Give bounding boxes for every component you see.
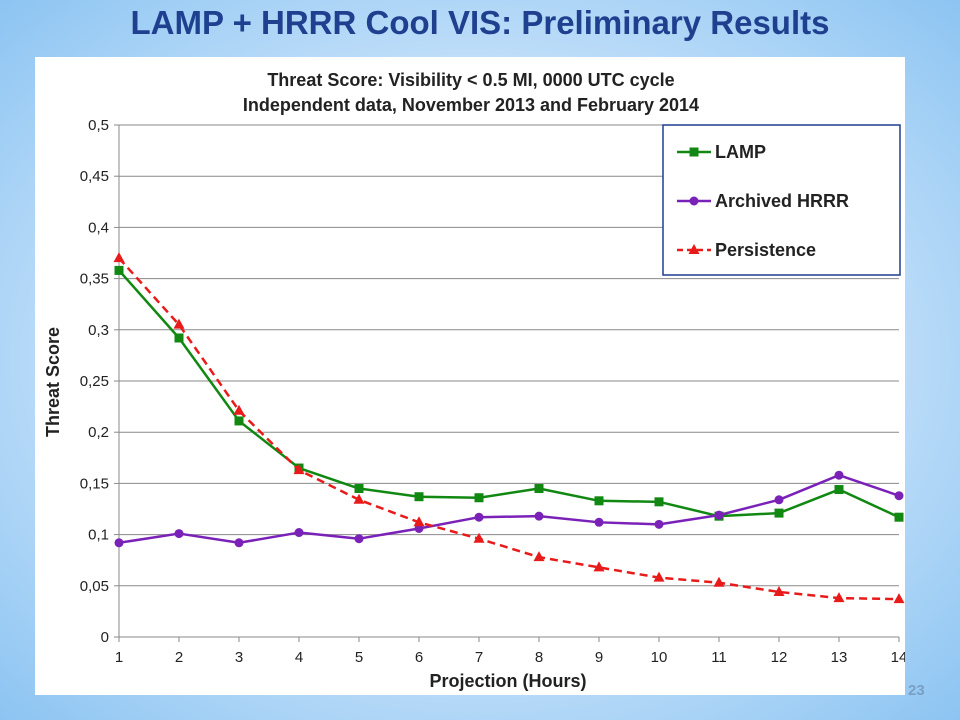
y-tick-label: 0,45 [80, 168, 109, 185]
legend-entry-persistence: Persistence [677, 240, 816, 260]
slide-title: LAMP + HRRR Cool VIS: Preliminary Result… [130, 4, 830, 41]
data-point-lamp [534, 484, 544, 494]
y-tick-label: 0,05 [80, 578, 109, 595]
data-point-lamp [894, 512, 904, 522]
x-tick-label: 12 [771, 649, 788, 666]
y-tick-label: 0,35 [80, 271, 109, 288]
series-archived-hrrr [114, 470, 904, 548]
data-point-persistence [113, 252, 125, 263]
x-tick-label: 6 [415, 649, 423, 666]
legend-marker-archived-hrrr [689, 196, 699, 206]
data-point-lamp [834, 485, 844, 495]
data-point-lamp [234, 416, 244, 426]
data-point-archived-hrrr [534, 511, 544, 521]
data-point-archived-hrrr [894, 491, 904, 501]
legend-entry-archived-hrrr: Archived HRRR [677, 191, 849, 211]
series-layer [113, 252, 905, 604]
data-point-archived-hrrr [834, 470, 844, 480]
tick-labels: 00,050,10,150,20,250,30,350,40,450,51 2 3 4… [80, 117, 908, 666]
data-point-archived-hrrr [234, 538, 244, 548]
y-tick-label: 0,4 [88, 219, 109, 236]
data-point-persistence [773, 585, 785, 596]
axes [114, 124, 900, 642]
data-point-persistence [233, 404, 245, 415]
x-tick-label: 2 [175, 649, 183, 666]
x-tick-label: 13 [831, 649, 848, 666]
legend-label: LAMP [715, 142, 766, 162]
y-tick-label: 0,15 [80, 475, 109, 492]
x-tick-label: 8 [535, 649, 543, 666]
legend-marker-persistence [688, 244, 700, 254]
y-tick-label: 0,2 [88, 424, 109, 441]
series-line-archived-hrrr [118, 473, 900, 545]
x-tick-label: 11 [711, 649, 727, 666]
data-point-archived-hrrr [294, 528, 304, 538]
data-point-archived-hrrr [594, 517, 604, 527]
chart-title: Threat Score: Visibility < 0.5 MI, 0000 … [267, 70, 674, 90]
page-number: 23 [908, 682, 925, 698]
x-tick-label: 10 [651, 649, 668, 666]
x-tick-label: 3 [235, 649, 243, 666]
x-tick-label: 5 [355, 649, 363, 666]
data-point-persistence [533, 551, 545, 562]
data-point-lamp [354, 484, 364, 494]
x-tick-label: 14 [891, 649, 905, 666]
legend-label: Persistence [715, 240, 816, 260]
y-tick-label: 0,25 [80, 373, 109, 390]
data-point-archived-hrrr [774, 495, 784, 505]
legend-label: Archived HRRR [715, 191, 849, 211]
x-axis-label: Projection (Hours) [429, 671, 586, 691]
legend-marker-lamp [689, 147, 699, 157]
series-line-persistence [118, 257, 900, 601]
data-point-persistence [653, 571, 665, 582]
data-point-persistence [833, 592, 845, 603]
series-line-lamp [118, 269, 900, 519]
data-point-lamp [114, 265, 124, 275]
data-point-archived-hrrr [174, 529, 184, 539]
chart-panel: Threat Score: Visibility < 0.5 MI, 0000 … [35, 57, 908, 695]
y-axis-label: Threat Score [43, 327, 63, 437]
y-tick-label: 0,3 [88, 322, 109, 339]
y-tick-label: 0,1 [88, 527, 109, 544]
y-tick-label: 0 [101, 629, 109, 646]
data-point-archived-hrrr [474, 512, 484, 522]
y-tick-label: 0,5 [88, 117, 109, 134]
data-point-lamp [654, 497, 664, 507]
data-point-persistence [713, 576, 725, 587]
data-point-persistence [413, 516, 425, 527]
data-point-lamp [174, 333, 184, 343]
data-point-persistence [173, 318, 185, 329]
data-point-persistence [893, 593, 905, 604]
data-point-archived-hrrr [114, 538, 124, 548]
legend-entry-lamp: LAMP [677, 142, 766, 162]
data-point-lamp [594, 496, 604, 506]
data-point-persistence [293, 464, 305, 475]
data-point-persistence [353, 493, 365, 504]
data-point-archived-hrrr [714, 510, 724, 520]
series-persistence [113, 252, 905, 604]
x-tick-label: 1 [115, 649, 123, 666]
chart-legend: LAMP Archived HRRR Persistence [662, 124, 901, 276]
chart-subtitle: Independent data, November 2013 and Febr… [243, 95, 699, 115]
x-tick-label: 4 [295, 649, 303, 666]
x-tick-label: 9 [595, 649, 603, 666]
data-point-persistence [593, 561, 605, 572]
threat-score-chart: Threat Score: Visibility < 0.5 MI, 0000 … [43, 70, 908, 691]
data-point-archived-hrrr [654, 519, 664, 529]
x-tick-label: 7 [475, 649, 483, 666]
data-point-lamp [474, 493, 484, 503]
data-point-archived-hrrr [354, 534, 364, 544]
data-point-lamp [414, 492, 424, 502]
data-point-persistence [473, 532, 485, 543]
data-point-lamp [774, 508, 784, 518]
